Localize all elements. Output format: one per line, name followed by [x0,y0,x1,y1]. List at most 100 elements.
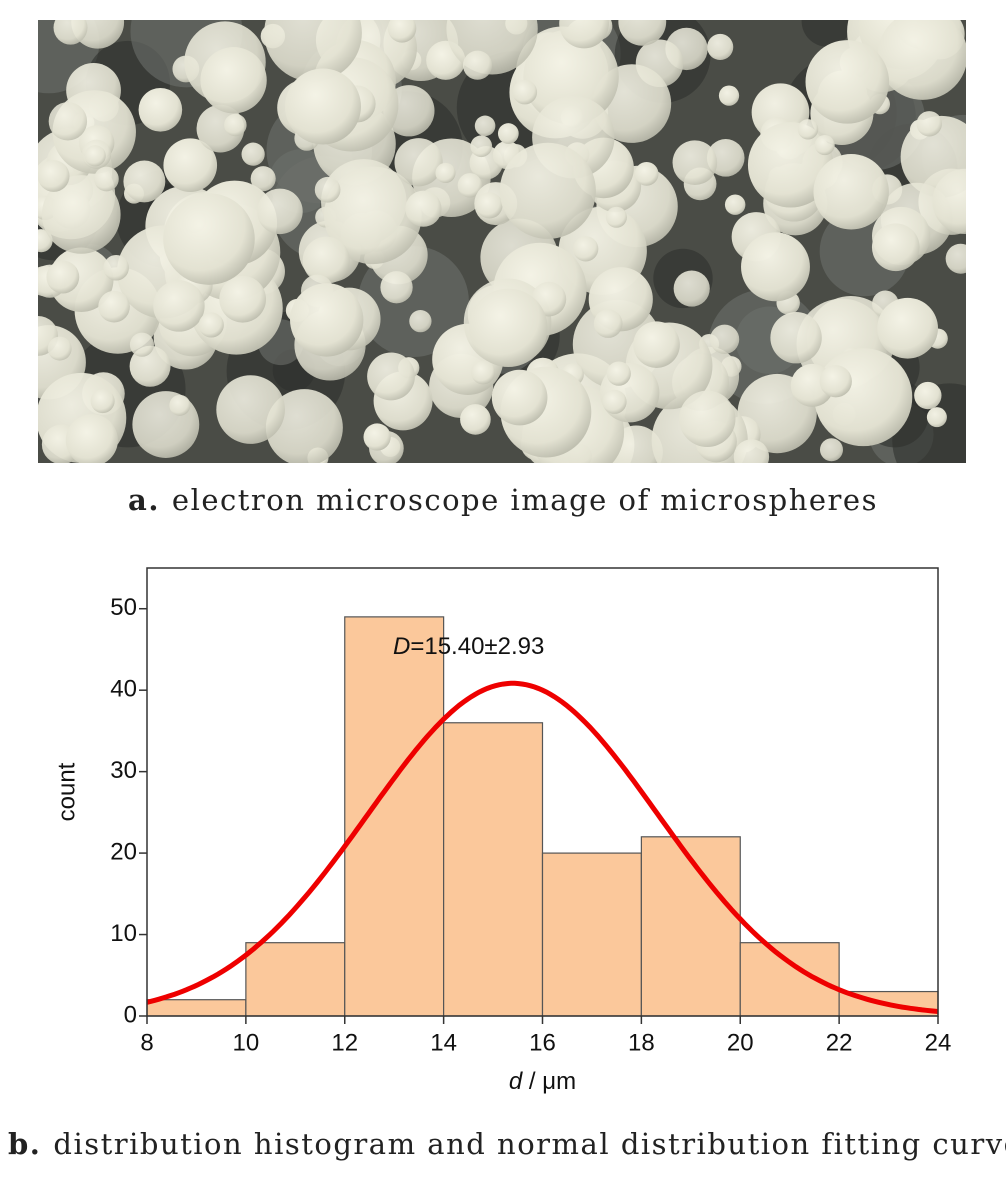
x-tick-label: 16 [529,1029,556,1056]
microsphere [314,176,341,203]
bar [344,616,445,1017]
microsphere [367,352,415,401]
bar [146,999,247,1017]
microsphere [672,140,718,185]
x-tick-label: 12 [331,1029,358,1056]
microsphere [405,190,442,227]
microsphere [216,375,285,444]
y-tick-label: 20 [110,838,137,865]
microsphere [219,275,267,323]
microsphere [819,438,844,462]
x-tick-label: 8 [140,1029,153,1056]
microsphere [224,113,247,137]
microsphere [470,135,493,158]
microsphere [169,394,191,416]
microsphere [805,40,890,124]
annotation-text: =15.40±2.93 [410,633,544,660]
microsphere [618,20,667,46]
microsphere [98,290,130,323]
y-axis-label: count [53,762,80,821]
microsphere [462,50,493,80]
fit-curve [146,680,939,1014]
microsphere [932,168,966,234]
microsphere [474,115,496,137]
microsphere [814,135,835,156]
microsphere [733,439,770,463]
shadow-blob [801,20,853,47]
microsphere [38,160,70,192]
microsphere [129,332,155,357]
microsphere [323,166,422,265]
microsphere [914,381,942,410]
microsphere [265,389,343,463]
microsphere [284,68,361,145]
microsphere [84,145,106,167]
microsphere [523,29,619,125]
microsphere [819,365,852,398]
microsphere [123,160,166,203]
microsphere [65,414,118,463]
microsphere [387,20,417,43]
microsphere [250,166,276,192]
microsphere [634,161,659,186]
microsphere [264,20,362,82]
microsphere [709,324,740,354]
x-tick-label: 10 [233,1029,260,1056]
x-tick-label: 14 [430,1029,457,1056]
microsphere [163,138,218,193]
microsphere [945,243,966,274]
microsphere [497,123,519,144]
microsphere [499,142,596,239]
histogram-chart: 0 10 20 30 40 50 8 10 12 14 16 18 20 22 24 count d / μm D… [53,567,951,1095]
microsphere [679,390,736,447]
microsphere [593,309,623,338]
x-tick-label: 22 [826,1029,853,1056]
microsphere [471,360,496,385]
microsphere [290,283,364,357]
microsphere [163,193,255,285]
microsphere [573,236,599,262]
bar [541,852,642,1017]
microsphere [53,20,88,45]
x-label-unit: / μm [522,1068,576,1095]
microsphere [153,280,205,332]
bar [640,836,741,1017]
microsphere [673,270,710,307]
microsphere [476,192,503,219]
microsphere [877,297,938,359]
microsphere [877,20,966,100]
y-tick-label: 30 [110,757,137,784]
microsphere [491,369,548,426]
microsphere [797,119,819,140]
microsphere [707,33,734,61]
caption-b: b. distribution histogram and normal dist… [8,1127,1006,1161]
microsphere [103,254,129,281]
x-label-symbol: d [509,1068,523,1095]
microsphere [198,312,224,338]
microsphere [559,20,609,49]
x-axis-label: d / μm [509,1068,576,1095]
microsphere [469,288,548,367]
microsphere [302,236,350,284]
microsphere [241,142,265,166]
microsphere [605,206,627,228]
microsphere [435,162,456,184]
microsphere [48,102,88,141]
microsphere [363,423,391,451]
microsphere [718,85,740,106]
microsphere [926,407,947,428]
microsphere [46,260,80,294]
microsphere [871,223,920,272]
caption-text: distribution histogram and normal distri… [53,1127,1006,1161]
microsphere [747,122,834,208]
caption-text: electron microscope image of microsphere… [172,483,878,517]
microsphere [457,173,483,198]
microsphere [41,175,121,254]
microsphere [90,389,115,414]
bar [443,722,544,1017]
microsphere [813,154,889,230]
caption-label: a. [128,483,160,517]
microscope-image [38,20,966,463]
y-tick-label: 0 [124,1001,137,1028]
microsphere [633,321,680,368]
